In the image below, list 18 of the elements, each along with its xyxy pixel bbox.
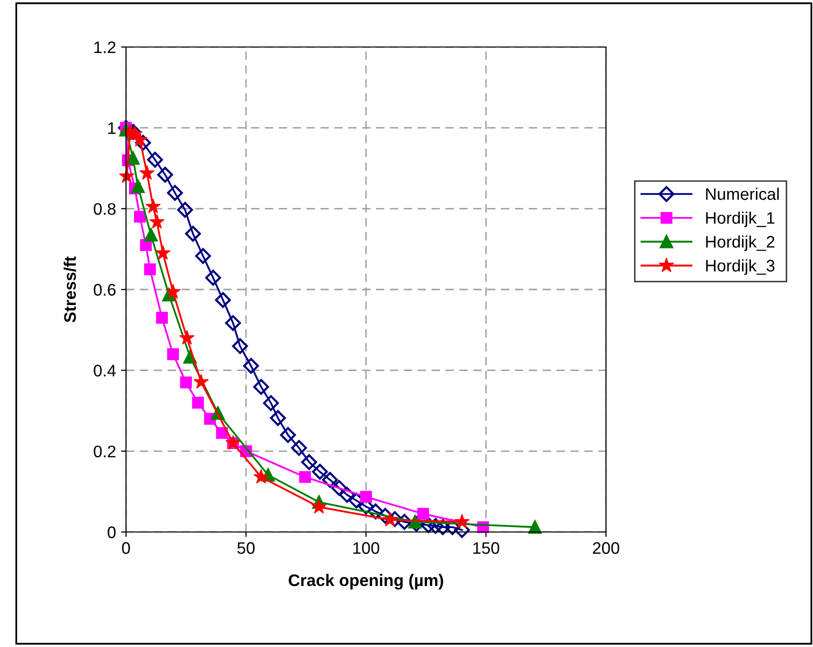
y-tick-label: 0.6 <box>94 284 116 296</box>
legend-label: Numerical <box>706 188 779 200</box>
y-tick-label: 0.8 <box>94 203 116 215</box>
x-tick-label: 50 <box>237 542 255 554</box>
legend-label: Hordijk_3 <box>706 259 774 275</box>
x-tick-label: 100 <box>353 542 380 554</box>
x-tick-label: 200 <box>592 542 620 554</box>
y-tick-label: 0.2 <box>94 446 116 458</box>
y-axis-title: Stress/ft <box>64 256 76 322</box>
x-tick-label: 150 <box>473 542 500 554</box>
y-tick-label: 1 <box>108 122 116 134</box>
legend-label: Hordijk_2 <box>706 235 774 252</box>
y-tick-label: 0.4 <box>94 364 116 377</box>
legend-label: Hordijk_1 <box>706 212 774 228</box>
y-tick-label: 0 <box>108 526 116 538</box>
y-tick-label: 1.2 <box>94 41 116 54</box>
x-axis-title: Crack opening (µm) <box>288 574 444 590</box>
x-tick-label: 0 <box>122 542 130 554</box>
